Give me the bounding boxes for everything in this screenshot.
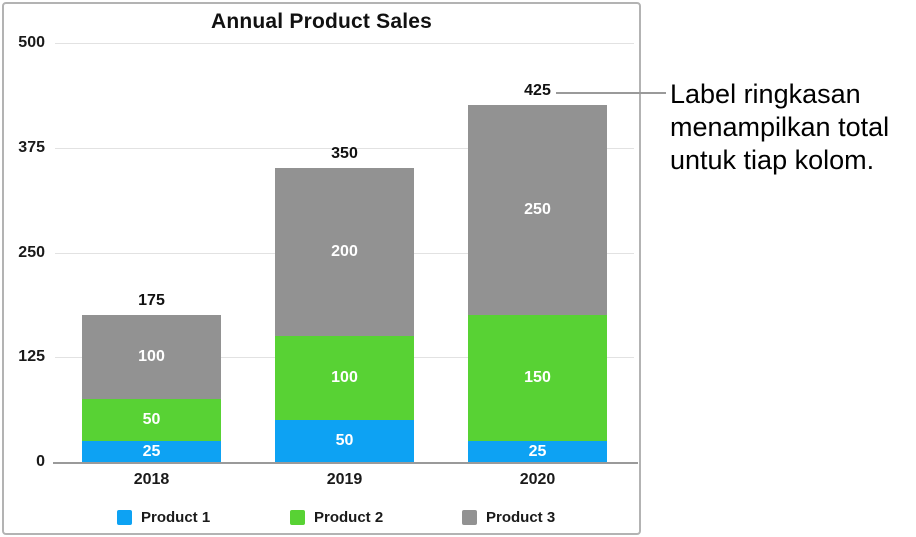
y-tick-label: 500 xyxy=(18,34,45,51)
segment-value-label: 200 xyxy=(331,243,358,260)
segment-value-label: 100 xyxy=(138,348,165,365)
legend-item-product-3: Product 3 xyxy=(462,508,555,526)
segment-value-label: 150 xyxy=(524,369,551,386)
x-tick-label: 2019 xyxy=(326,471,363,488)
bar-segment-product-2-2019: 100 xyxy=(275,336,414,420)
y-tick-label: 0 xyxy=(36,453,45,470)
bar-total-label: 175 xyxy=(138,292,165,309)
bar-segment-product-1-2020: 25 xyxy=(468,441,607,462)
y-tick-label: 250 xyxy=(18,244,45,261)
legend-item-product-1: Product 1 xyxy=(117,508,210,526)
bar-segment-product-2-2018: 50 xyxy=(82,399,221,441)
x-axis-line xyxy=(53,462,638,464)
callout-line xyxy=(556,92,666,94)
legend-label: Product 1 xyxy=(141,508,211,526)
legend-swatch xyxy=(290,509,305,525)
y-tick-label: 125 xyxy=(18,348,45,365)
bar-segment-product-1-2019: 50 xyxy=(275,420,414,462)
bar-segment-product-3-2019: 200 xyxy=(275,168,414,336)
gridline xyxy=(55,43,634,44)
annotation-text: Label ringkasan menampilkan total untuk … xyxy=(670,79,890,175)
segment-value-label: 50 xyxy=(335,432,354,449)
legend-item-product-2: Product 2 xyxy=(290,508,383,526)
legend-label: Product 2 xyxy=(314,508,384,526)
y-tick-label: 375 xyxy=(18,139,45,156)
chart-figure: Annual Product Sales 0 125 250 375 500 25 50 1… xyxy=(2,2,641,535)
legend-swatch xyxy=(462,509,477,525)
legend-swatch xyxy=(117,509,132,525)
legend-label: Product 3 xyxy=(486,508,556,526)
x-tick-label: 2018 xyxy=(133,471,170,488)
segment-value-label: 25 xyxy=(528,443,547,460)
bar-segment-product-3-2020: 250 xyxy=(468,105,607,315)
chart-title: Annual Product Sales xyxy=(210,10,433,33)
bar-segment-product-3-2018: 100 xyxy=(82,315,221,399)
segment-value-label: 100 xyxy=(331,369,358,386)
segment-value-label: 25 xyxy=(142,443,161,460)
bar-segment-product-1-2018: 25 xyxy=(82,441,221,462)
segment-value-label: 50 xyxy=(142,411,161,428)
segment-value-label: 250 xyxy=(524,201,551,218)
x-tick-label: 2020 xyxy=(519,471,556,488)
gridline xyxy=(55,148,634,149)
bar-segment-product-2-2020: 150 xyxy=(468,315,607,441)
bar-total-label: 425 xyxy=(524,82,551,99)
bar-total-label: 350 xyxy=(331,145,358,162)
